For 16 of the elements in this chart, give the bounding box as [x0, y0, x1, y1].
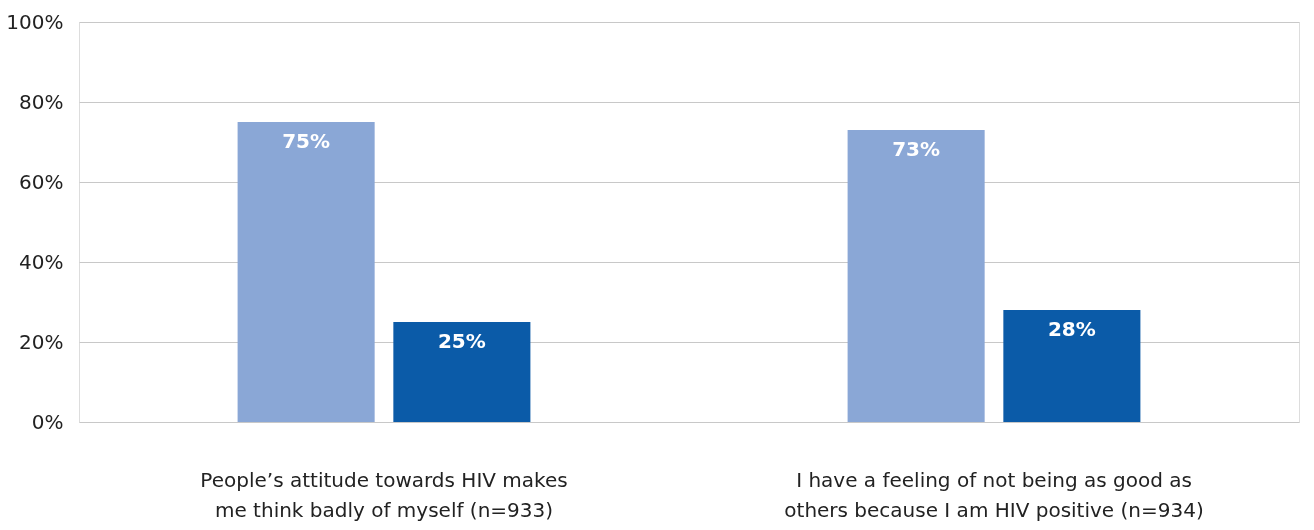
- data-label: 73%: [892, 137, 941, 161]
- y-tick-label: 80%: [19, 89, 64, 114]
- y-tick-label: 40%: [19, 249, 64, 274]
- x-tick-label: I have a feeling of not being as good as others because I am HIV positive (n=934): [784, 467, 1204, 522]
- data-label: 75%: [282, 129, 331, 153]
- bar: [393, 322, 531, 422]
- y-tick-label: 100%: [6, 9, 64, 34]
- y-tick-label: 0%: [31, 409, 64, 434]
- x-tick-label: People’s attitude towards HIV makes me think badly of myself (n=933): [200, 467, 568, 522]
- bar: [237, 122, 375, 422]
- y-tick-label: 20%: [19, 329, 64, 354]
- data-label: 28%: [1047, 317, 1096, 341]
- bar: [1003, 310, 1141, 422]
- bar: [847, 130, 985, 422]
- data-label: 25%: [437, 329, 486, 353]
- y-tick-label: 60%: [19, 169, 64, 194]
